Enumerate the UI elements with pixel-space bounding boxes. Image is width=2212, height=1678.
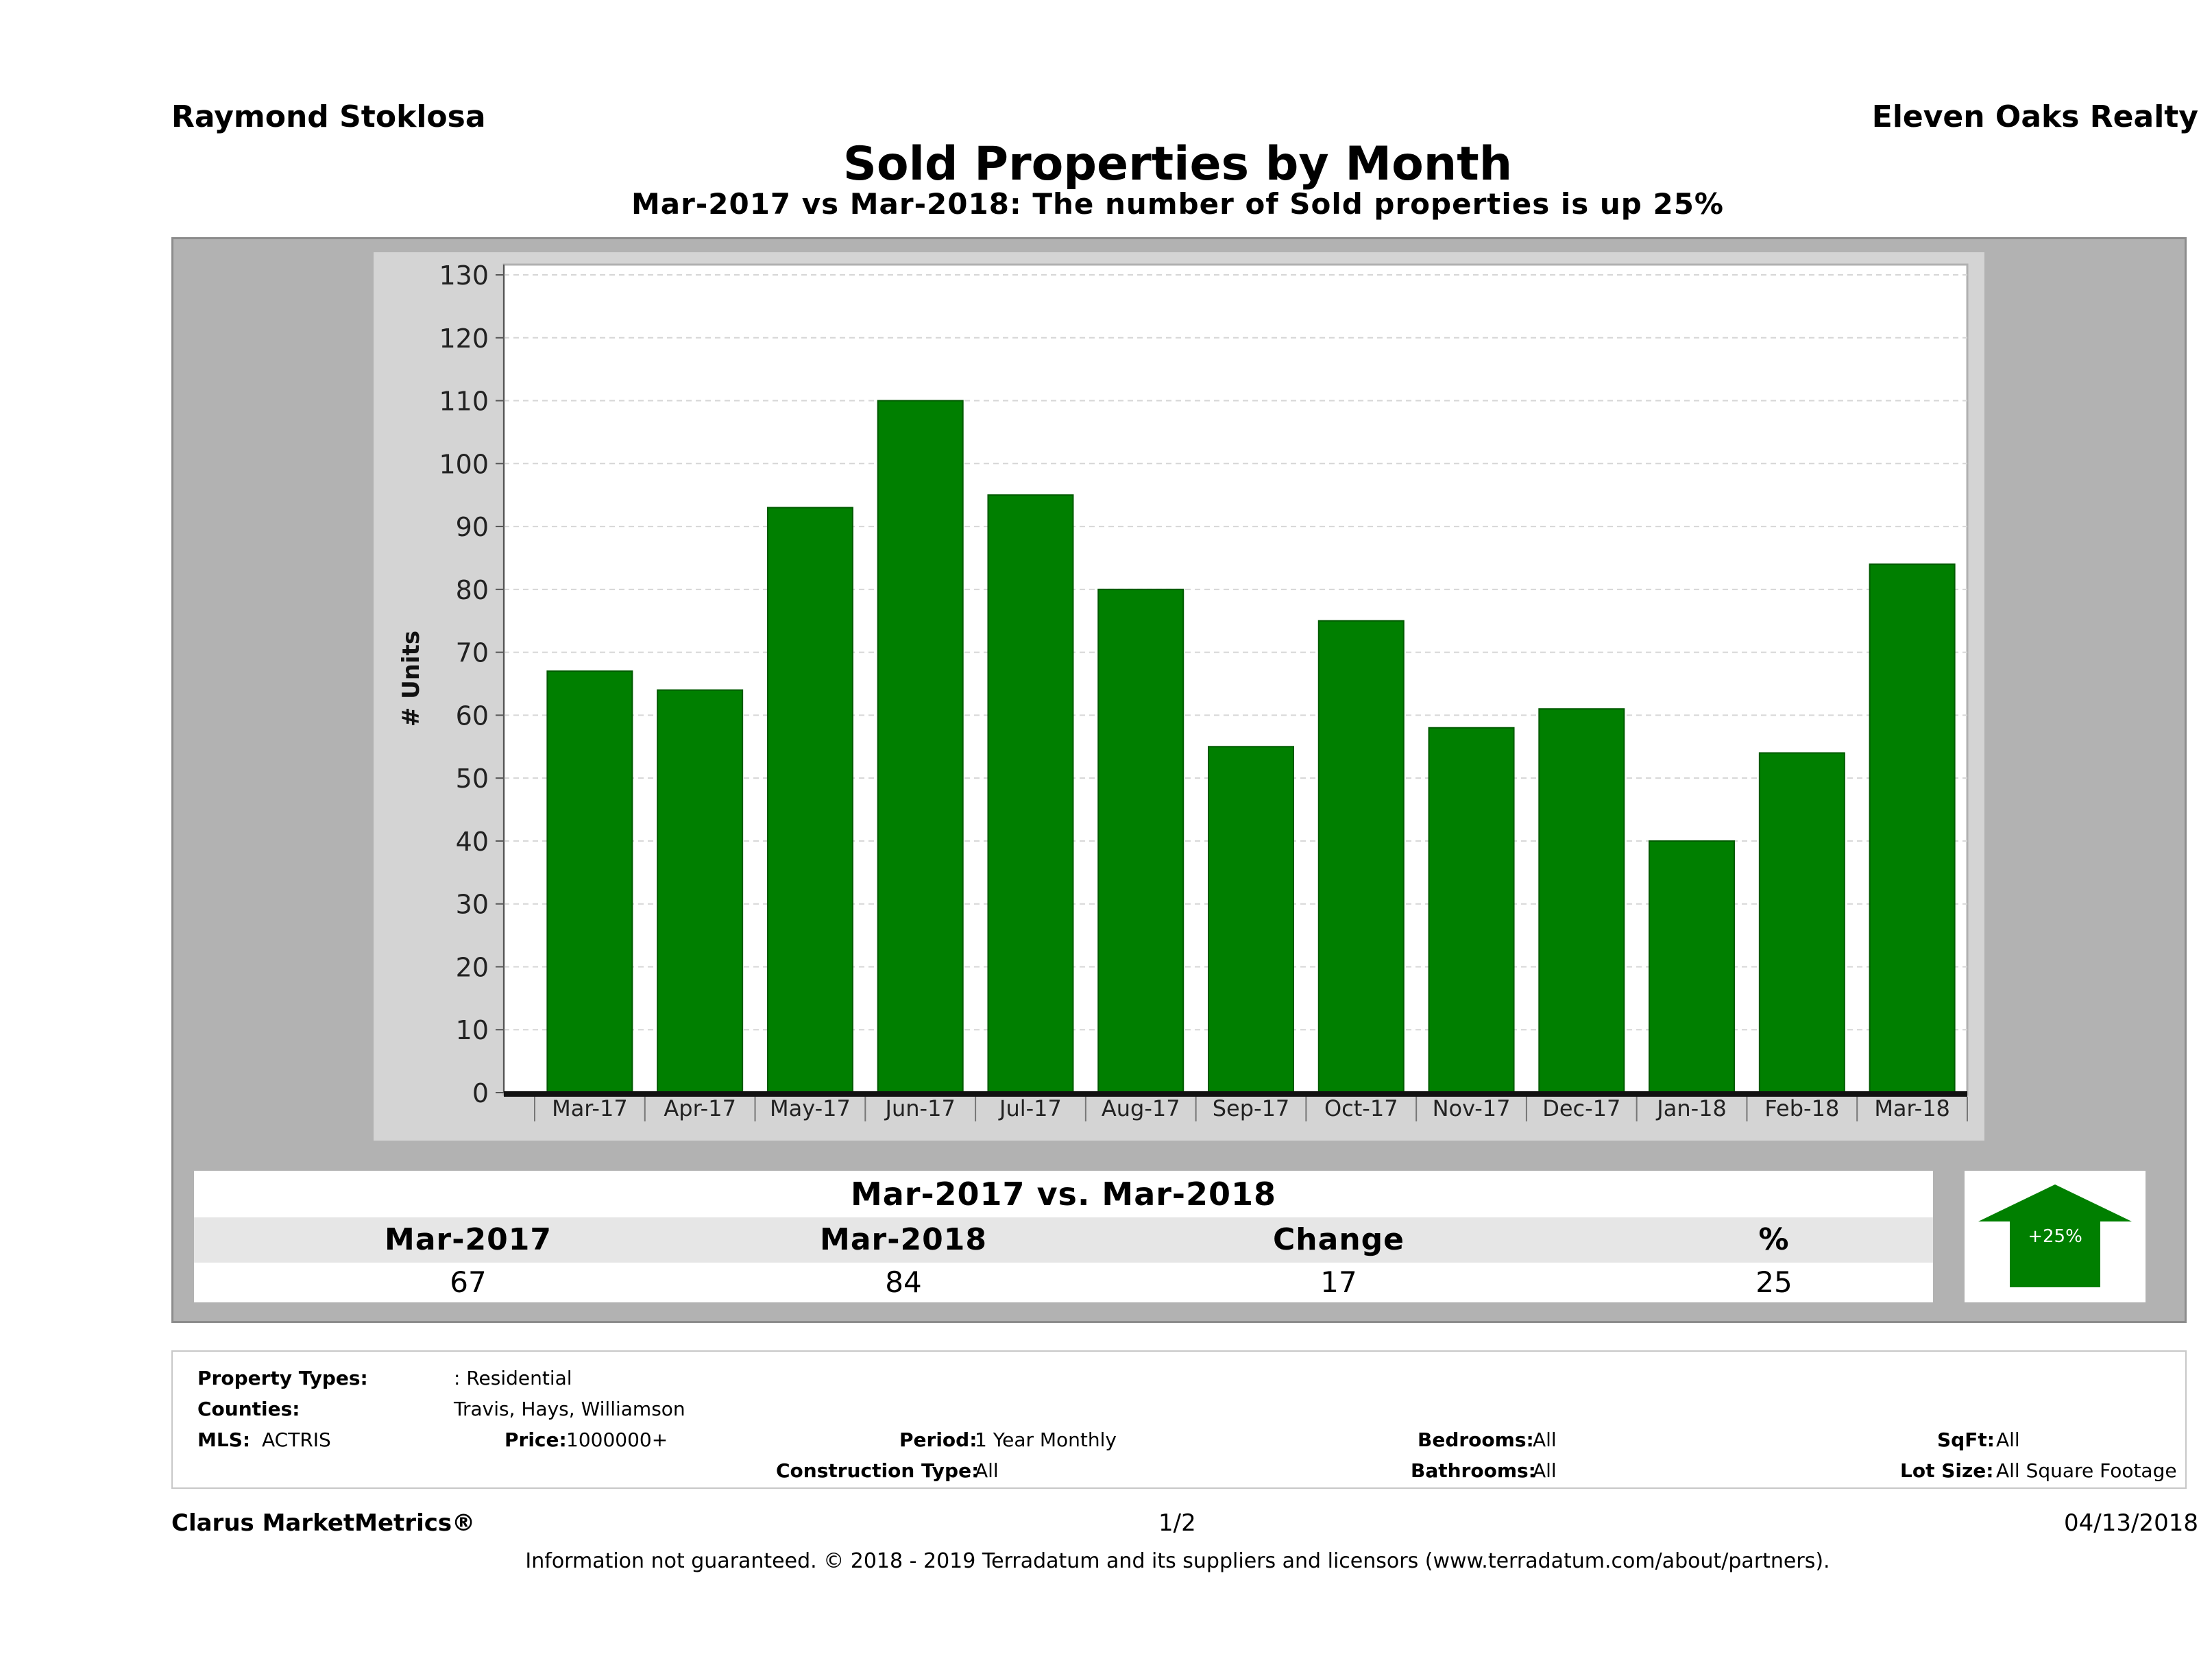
y-tick-label: 10 xyxy=(456,1015,489,1045)
page-number: 1/2 xyxy=(1158,1509,1196,1537)
bar xyxy=(1428,727,1515,1093)
comparison-value-row: 67 84 17 25 xyxy=(194,1263,1933,1302)
y-tick-label: 90 xyxy=(456,512,489,542)
lot-size-value: All Square Footage xyxy=(1996,1459,2177,1482)
disclaimer: Information not guaranteed. © 2018 - 201… xyxy=(525,1549,1830,1573)
bar xyxy=(766,507,853,1093)
x-tick-label: Jun-17 xyxy=(884,1095,956,1121)
y-tick-label: 50 xyxy=(456,764,489,794)
x-tick-label: May-17 xyxy=(770,1095,851,1121)
x-tick-label: Jan-18 xyxy=(1655,1095,1727,1121)
bathrooms-value: All xyxy=(1533,1459,1557,1482)
y-tick-label: 30 xyxy=(456,890,489,920)
y-tick-label: 60 xyxy=(456,701,489,731)
agent-name: Raymond Stoklosa xyxy=(171,99,486,134)
property-types-value: : Residential xyxy=(454,1367,572,1389)
price-label: Price: xyxy=(505,1428,567,1451)
sqft-label: SqFt: xyxy=(1937,1428,1995,1451)
header-mar-2018: Mar-2018 xyxy=(820,1222,987,1257)
report-title: Sold Properties by Month xyxy=(842,137,1513,191)
counties-value: Travis, Hays, Williamson xyxy=(454,1398,685,1420)
comparison-title: Mar-2017 vs. Mar-2018 xyxy=(194,1171,1933,1217)
y-tick-label: 120 xyxy=(439,324,489,354)
bar xyxy=(877,400,964,1094)
value-mar-2017: 67 xyxy=(450,1265,487,1299)
x-tick-label: Sep-17 xyxy=(1213,1095,1290,1121)
bathrooms-label: Bathrooms: xyxy=(1411,1459,1536,1482)
bar xyxy=(987,494,1074,1093)
bar xyxy=(1538,708,1625,1093)
change-badge: +25% xyxy=(1965,1171,2146,1302)
x-tick-label: Mar-18 xyxy=(1874,1095,1950,1121)
y-tick-label: 130 xyxy=(439,260,489,291)
y-tick-label: 110 xyxy=(439,387,489,417)
change-badge-label: +25% xyxy=(2028,1226,2082,1247)
report-subtitle: Mar-2017 vs Mar-2018: The number of Sold… xyxy=(631,187,1725,221)
brokerage-name: Eleven Oaks Realty xyxy=(1871,99,2198,134)
value-change: 17 xyxy=(1320,1265,1357,1299)
footer-brand: Clarus MarketMetrics® xyxy=(171,1509,476,1537)
x-tick-label: Aug-17 xyxy=(1102,1095,1180,1121)
criteria-box: Property Types: : Residential Counties: … xyxy=(171,1350,2187,1489)
counties-label: Counties: xyxy=(197,1398,300,1420)
bar xyxy=(546,670,633,1093)
y-tick-label: 80 xyxy=(456,575,489,605)
y-tick-label: 70 xyxy=(456,638,489,668)
report-date: 04/13/2018 xyxy=(2064,1509,2198,1537)
bar xyxy=(1869,563,1956,1093)
x-tick-label: Feb-18 xyxy=(1764,1095,1839,1121)
mls-label: MLS: xyxy=(197,1428,251,1451)
bar xyxy=(1317,620,1405,1093)
mls-value: ACTRIS xyxy=(262,1428,331,1451)
header-mar-2017: Mar-2017 xyxy=(385,1222,552,1257)
value-mar-2018: 84 xyxy=(885,1265,922,1299)
y-tick-label: 40 xyxy=(456,827,489,857)
y-tick-label: 0 xyxy=(472,1078,489,1108)
x-tick-label: Dec-17 xyxy=(1542,1095,1620,1121)
construction-label: Construction Type: xyxy=(776,1459,980,1482)
bar xyxy=(1649,840,1736,1094)
bedrooms-value: All xyxy=(1533,1428,1557,1451)
bar-chart: 0 10 20 30 40 50 60 70 80 90 100 110 120 130 # Units Ma… xyxy=(398,260,1969,1121)
y-axis-label: # Units xyxy=(398,631,425,727)
sqft-value: All xyxy=(1996,1428,2020,1451)
header-change: Change xyxy=(1273,1222,1405,1257)
value-percent: 25 xyxy=(1755,1265,1792,1299)
bedrooms-label: Bedrooms: xyxy=(1418,1428,1534,1451)
bar xyxy=(1758,752,1845,1093)
y-tick-label: 100 xyxy=(439,449,489,479)
x-tick-label: Mar-17 xyxy=(552,1095,628,1121)
x-tick-label: Oct-17 xyxy=(1324,1095,1398,1121)
construction-value: All xyxy=(975,1459,999,1482)
period-label: Period: xyxy=(899,1428,977,1451)
bar xyxy=(1097,588,1184,1094)
period-value: 1 Year Monthly xyxy=(975,1428,1117,1451)
header-percent: % xyxy=(1758,1222,1790,1257)
bar xyxy=(1208,746,1294,1093)
lot-size-label: Lot Size: xyxy=(1900,1459,1994,1482)
y-tick-label: 20 xyxy=(456,952,489,982)
property-types-label: Property Types: xyxy=(197,1367,368,1389)
comparison-header-row: Mar-2017 Mar-2018 Change % xyxy=(194,1217,1933,1263)
bar xyxy=(657,689,744,1093)
x-tick-label: Jul-17 xyxy=(998,1095,1062,1121)
price-value: 1000000+ xyxy=(566,1428,668,1451)
x-tick-label: Apr-17 xyxy=(664,1095,736,1121)
up-arrow-icon: +25% xyxy=(1978,1184,2132,1287)
x-tick-label: Nov-17 xyxy=(1433,1095,1511,1121)
